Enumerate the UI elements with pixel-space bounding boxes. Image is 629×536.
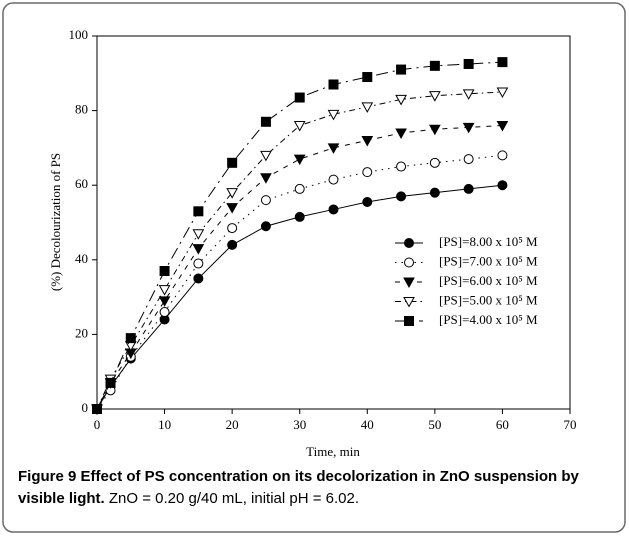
data-point bbox=[496, 121, 509, 132]
legend-label: [PS]=4.00 x 10⁵ M bbox=[439, 312, 538, 327]
data-point bbox=[260, 221, 271, 232]
data-point bbox=[462, 122, 475, 134]
data-point bbox=[429, 157, 440, 168]
y-tick-label: 100 bbox=[69, 27, 89, 42]
data-point bbox=[227, 157, 238, 168]
data-point bbox=[395, 128, 407, 140]
data-point bbox=[125, 333, 136, 344]
data-point bbox=[362, 167, 373, 178]
data-point bbox=[362, 72, 373, 83]
data-point bbox=[362, 196, 373, 207]
x-tick-label: 60 bbox=[496, 417, 509, 432]
data-point bbox=[158, 296, 171, 307]
data-point bbox=[462, 89, 475, 100]
data-point bbox=[260, 116, 271, 127]
legend-marker bbox=[404, 257, 414, 268]
data-point bbox=[193, 206, 204, 217]
data-point bbox=[463, 154, 474, 165]
x-tick-label: 10 bbox=[158, 417, 171, 432]
data-point bbox=[293, 154, 306, 166]
data-point bbox=[396, 161, 407, 172]
data-point bbox=[328, 174, 339, 185]
legend-label: [PS]=6.00 x 10⁵ M bbox=[439, 273, 538, 288]
data-point bbox=[227, 223, 238, 234]
x-tick-label: 30 bbox=[293, 417, 306, 432]
data-point bbox=[327, 143, 340, 154]
data-point bbox=[395, 94, 407, 106]
data-point bbox=[294, 92, 305, 103]
data-point bbox=[463, 58, 474, 69]
x-axis-label: Time, min bbox=[306, 444, 360, 459]
data-point bbox=[463, 183, 474, 194]
data-point bbox=[193, 273, 204, 284]
data-point bbox=[327, 109, 340, 121]
data-point bbox=[260, 173, 272, 184]
data-point bbox=[328, 79, 339, 90]
x-tick-label: 40 bbox=[361, 417, 374, 432]
legend-marker bbox=[404, 238, 414, 248]
data-point bbox=[396, 64, 407, 75]
data-point bbox=[497, 57, 508, 68]
data-point bbox=[361, 102, 374, 113]
data-point bbox=[159, 307, 170, 318]
data-point bbox=[496, 87, 509, 98]
data-point bbox=[429, 124, 441, 136]
series-line bbox=[96, 91, 503, 410]
y-tick-label: 20 bbox=[75, 325, 88, 340]
caption-body: ZnO = 0.20 g/40 mL, initial pH = 6.02. bbox=[108, 490, 360, 507]
x-tick-label: 20 bbox=[226, 417, 239, 432]
series-line bbox=[96, 184, 503, 410]
data-point bbox=[193, 258, 204, 269]
plot-frame bbox=[96, 35, 571, 410]
data-point bbox=[260, 150, 272, 162]
data-point bbox=[497, 180, 508, 191]
data-point bbox=[92, 404, 102, 414]
y-tick-label: 0 bbox=[82, 400, 89, 415]
y-tick-label: 60 bbox=[75, 176, 88, 191]
legend-label: [PS]=7.00 x 10⁵ M bbox=[439, 253, 538, 268]
data-point bbox=[429, 60, 440, 71]
legend-marker bbox=[403, 277, 415, 289]
data-point bbox=[192, 244, 205, 255]
caption-text: Figure 9 Effect of PS concentration on i… bbox=[18, 466, 618, 510]
caption: Figure 9 Effect of PS concentration on i… bbox=[18, 466, 618, 510]
y-axis-label: (%) Decolourization of PS bbox=[48, 153, 63, 291]
data-point bbox=[158, 285, 171, 296]
data-point bbox=[294, 211, 305, 222]
data-point bbox=[260, 195, 271, 206]
data-point bbox=[294, 183, 305, 194]
data-point bbox=[328, 204, 339, 215]
y-tick-label: 80 bbox=[75, 102, 88, 117]
legend-label: [PS]=5.00 x 10⁵ M bbox=[439, 292, 538, 307]
series-line bbox=[96, 61, 503, 410]
data-point bbox=[226, 203, 238, 214]
series-line bbox=[96, 154, 503, 410]
data-point bbox=[227, 239, 238, 250]
data-point bbox=[192, 229, 205, 240]
caption-title: Figure 9 Effect of PS concentration on i… bbox=[18, 468, 579, 507]
x-tick-label: 0 bbox=[94, 417, 101, 432]
legend-label: [PS]=8.00 x 10⁵ M bbox=[439, 234, 538, 249]
data-point bbox=[429, 91, 441, 102]
data-point bbox=[226, 188, 238, 199]
data-point bbox=[159, 265, 170, 276]
legend-marker bbox=[404, 316, 414, 326]
data-point bbox=[361, 135, 374, 147]
data-point bbox=[396, 191, 407, 202]
x-tick-label: 70 bbox=[564, 417, 577, 432]
y-tick-label: 40 bbox=[75, 251, 88, 266]
legend-marker bbox=[403, 297, 415, 308]
data-point bbox=[293, 121, 306, 132]
data-point bbox=[429, 187, 440, 198]
x-tick-label: 50 bbox=[428, 417, 441, 432]
data-point bbox=[497, 150, 508, 161]
data-point bbox=[105, 377, 116, 388]
